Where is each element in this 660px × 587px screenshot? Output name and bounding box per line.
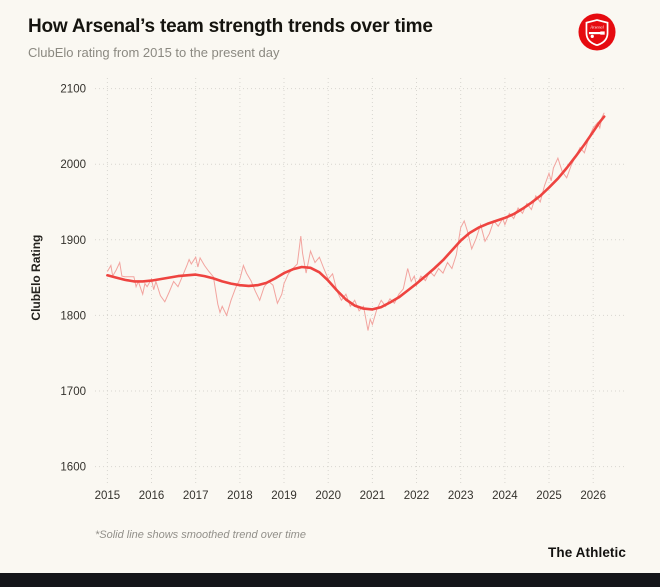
x-tick-label: 2023 [448,490,474,502]
y-tick-label: 1800 [60,310,86,322]
chart-footnote: *Solid line shows smoothed trend over ti… [95,529,306,541]
trend-line [106,115,606,311]
x-tick-label: 2024 [492,490,518,502]
page-title: How Arsenal’s team strength trends over … [28,16,433,37]
header: How Arsenal’s team strength trends over … [0,0,660,60]
y-tick-label: 1600 [60,462,86,474]
y-tick-label: 2100 [60,84,86,96]
x-tick-label: 2020 [315,490,341,502]
chart-canvas: 1600 1700 1800 1900 2000 2100 2015 2016 2017 2018… [29,78,625,502]
x-tick-label: 2021 [360,490,386,502]
x-tick-label: 2026 [580,490,606,502]
y-axis-label: ClubElo Rating [29,235,43,321]
x-tick-label: 2019 [271,490,297,502]
x-tick-label: 2017 [183,490,209,502]
arsenal-crest-icon: Arsenal [578,13,616,51]
x-tick-label: 2018 [227,490,253,502]
page-subtitle: ClubElo rating from 2015 to the present … [28,45,280,60]
bottom-bar [0,573,660,587]
y-tick-label: 2000 [60,159,86,171]
y-tick-label: 1700 [60,386,86,398]
arsenal-crest-logo: Arsenal [578,13,616,51]
x-tick-label: 2025 [536,490,562,502]
raw-line [106,112,605,331]
elo-trend-chart: 1600 1700 1800 1900 2000 2100 2015 2016 2017 2018… [0,66,660,511]
athletic-wordmark: The Athletic [548,545,626,560]
x-tick-label: 2022 [404,490,430,502]
y-tick-label: 1900 [60,235,86,247]
x-tick-label: 2016 [139,490,165,502]
crest-wordmark: Arsenal [589,24,604,29]
x-tick-label: 2015 [95,490,121,502]
